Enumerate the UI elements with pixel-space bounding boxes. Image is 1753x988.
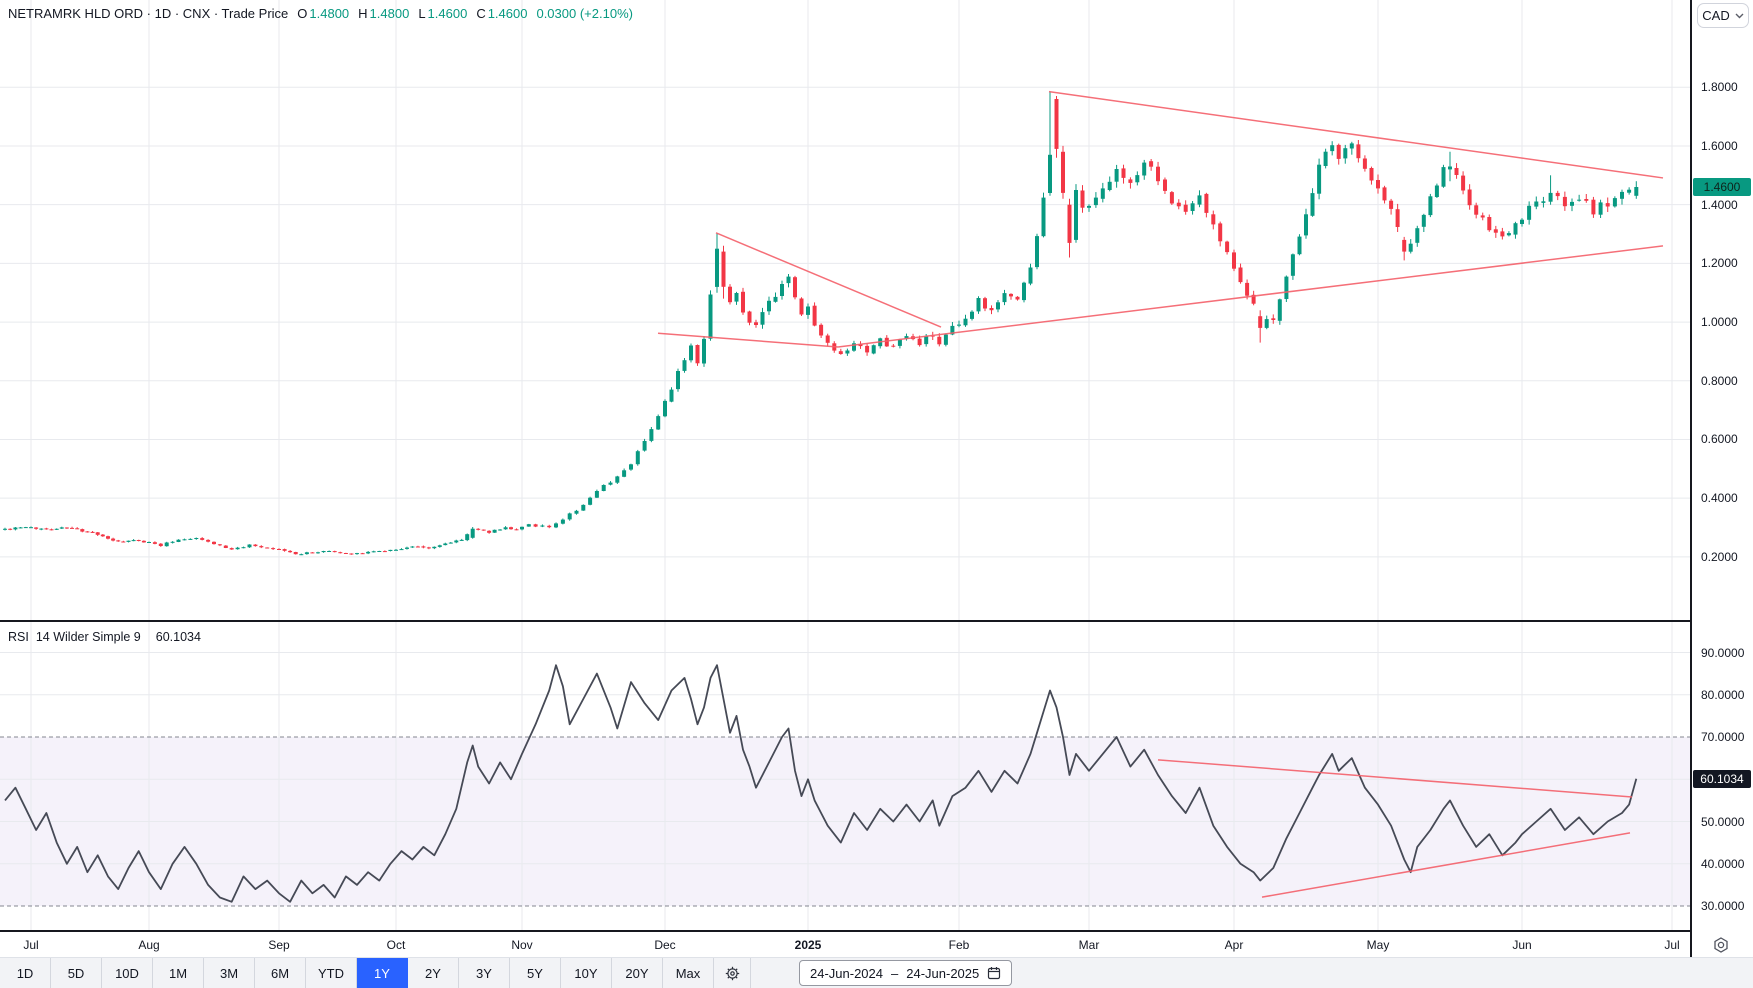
rsi-axis-label: 80.0000 (1701, 687, 1745, 702)
range-button-3y[interactable]: 3Y (459, 958, 510, 988)
rsi-value-badge: 60.1034 (1693, 769, 1751, 788)
price-axis-label: 0.6000 (1701, 432, 1738, 447)
time-axis-label: Sep (268, 938, 290, 952)
symbol-title: NETRAMRK HLD ORD · 1D · CNX · Trade Pric… (8, 6, 289, 21)
price-axis-label: 0.8000 (1701, 373, 1738, 388)
rsi-axis-label: 90.0000 (1701, 645, 1745, 660)
time-axis-label: May (1366, 938, 1390, 952)
chart-bottom-divider (0, 930, 1753, 932)
candle-bodies[interactable] (3, 99, 1639, 556)
rsi-trendline[interactable] (1261, 832, 1631, 898)
price-axis-label: 0.4000 (1701, 491, 1738, 506)
time-axis-label: Jun (1512, 938, 1532, 952)
ohlc-l: L 1.4600 (418, 6, 468, 21)
time-scale-settings-icon[interactable] (1712, 936, 1730, 954)
price-scale[interactable]: CAD 1.8000 1.6000 1.4000 1.2000 1.0000 0.8000… (1690, 0, 1753, 957)
currency-label: CAD (1702, 8, 1730, 23)
time-axis-label: Nov (511, 938, 533, 952)
time-axis-label: Dec (654, 938, 676, 952)
time-axis-label: 2025 (794, 938, 822, 952)
gear-icon (725, 966, 739, 980)
price-axis-label: 1.8000 (1701, 80, 1738, 95)
price-axis-label: 0.2000 (1701, 549, 1738, 564)
date-range-picker[interactable]: 24-Jun-2024 – 24-Jun-2025 (799, 960, 1013, 986)
range-button-20y[interactable]: 20Y (612, 958, 663, 988)
rsi-indicator-params: 14 Wilder Simple 9 (35, 630, 141, 644)
date-from: 24-Jun-2024 (810, 965, 883, 981)
chart-canvas[interactable] (0, 0, 1690, 931)
ohlc-h: H 1.4800 (358, 6, 410, 21)
date-range-separator: – (891, 965, 899, 981)
rsi-line[interactable] (4, 664, 1638, 903)
range-button-10d[interactable]: 10D (102, 958, 153, 988)
date-to: 24-Jun-2025 (906, 965, 980, 981)
price-trendline[interactable] (837, 245, 1664, 348)
range-button-ytd[interactable]: YTD (306, 958, 357, 988)
time-axis-label: Apr (1224, 938, 1244, 952)
time-axis-label: Oct (386, 938, 406, 952)
bottom-toolbar: 1D 5D 10D 1M 3M 6M YTD 1Y 2Y 3Y 5Y 10Y 20Y Max 24-Jun… (0, 957, 1753, 988)
price-trendline[interactable] (657, 332, 839, 348)
ohlc-values: O 1.4800 H 1.4800 L 1.4600 C 1.4600 (297, 6, 527, 21)
candle-wicks[interactable] (4, 91, 1637, 556)
rsi-trendline[interactable] (1157, 759, 1633, 798)
range-button-6m[interactable]: 6M (255, 958, 306, 988)
time-axis-label: Jul (23, 938, 39, 952)
ohlc-o: O 1.4800 (297, 6, 350, 21)
rsi-axis-label: 30.0000 (1701, 899, 1745, 913)
range-button-10y[interactable]: 10Y (561, 958, 612, 988)
price-axis-label: 1.4000 (1701, 197, 1738, 212)
range-button-1m[interactable]: 1M (153, 958, 204, 988)
range-button-1y[interactable]: 1Y (357, 958, 408, 988)
price-axis-label: 1.6000 (1701, 138, 1738, 153)
price-axis-label: 1.2000 (1701, 256, 1738, 271)
rsi-indicator-name: RSI (8, 630, 29, 644)
time-axis-label: Feb (948, 938, 970, 952)
currency-dropdown[interactable]: CAD (1697, 3, 1749, 28)
price-axis-label: 1.0000 (1701, 315, 1738, 330)
range-button-5y[interactable]: 5Y (510, 958, 561, 988)
range-button-max[interactable]: Max (663, 958, 714, 988)
time-axis-label: Jul (1664, 938, 1680, 952)
chevron-down-icon (1735, 13, 1744, 18)
ohlc-c: C 1.4600 (476, 6, 528, 21)
rsi-axis-label: 50.0000 (1701, 814, 1745, 829)
rsi-indicator-value: 60.1034 (155, 630, 201, 644)
range-button-5d[interactable]: 5D (51, 958, 102, 988)
range-button-2y[interactable]: 2Y (408, 958, 459, 988)
time-axis-label: Aug (138, 938, 160, 952)
range-button-1d[interactable]: 1D (0, 958, 51, 988)
price-trendline[interactable] (715, 232, 942, 328)
rsi-axis-label: 40.0000 (1701, 856, 1745, 871)
symbol-header: NETRAMRK HLD ORD · 1D · CNX · Trade Pric… (8, 6, 633, 21)
price-trendline[interactable] (1048, 90, 1664, 179)
rsi-axis-label: 70.0000 (1701, 730, 1745, 744)
time-axis-label: Mar (1078, 938, 1100, 952)
calendar-icon (988, 967, 1001, 980)
range-settings-button[interactable] (714, 958, 751, 988)
range-button-3m[interactable]: 3M (204, 958, 255, 988)
rsi-indicator-header[interactable]: RSI 14 Wilder Simple 9 60.1034 (8, 630, 201, 644)
price-change: 0.0300 (+2.10%) (536, 6, 633, 21)
time-scale[interactable]: Jul Aug Sep Oct Nov Dec 2025 Feb Mar Apr May Jun Jul (0, 933, 1690, 957)
pane-divider[interactable] (0, 620, 1753, 622)
last-price-badge: 1.4600 (1693, 178, 1751, 197)
